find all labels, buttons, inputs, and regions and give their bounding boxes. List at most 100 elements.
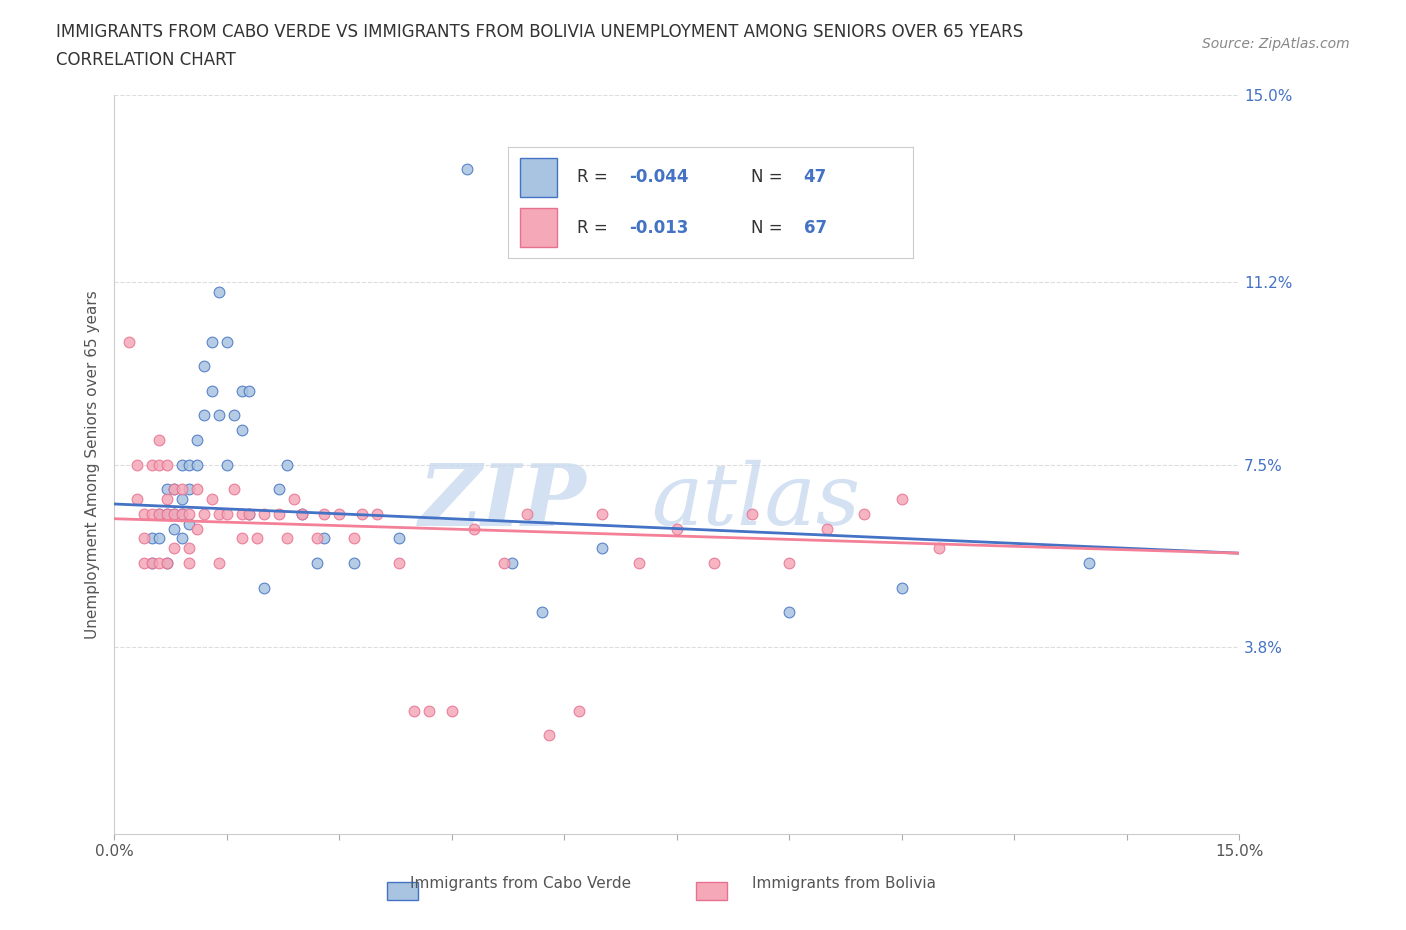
Point xyxy=(148,458,170,472)
Point xyxy=(501,555,523,570)
Point xyxy=(231,506,253,521)
Point xyxy=(404,703,426,718)
Point xyxy=(276,458,298,472)
Point xyxy=(186,482,208,497)
Point xyxy=(163,521,186,536)
Point xyxy=(305,555,328,570)
Point xyxy=(703,555,725,570)
Point xyxy=(125,458,148,472)
Text: CORRELATION CHART: CORRELATION CHART xyxy=(56,51,236,69)
Point xyxy=(156,458,179,472)
Point xyxy=(350,506,373,521)
Point xyxy=(215,506,238,521)
Point xyxy=(741,506,763,521)
Point xyxy=(163,506,186,521)
Point xyxy=(269,506,291,521)
Point xyxy=(179,506,201,521)
Point xyxy=(246,531,269,546)
Point xyxy=(208,408,231,423)
Text: IMMIGRANTS FROM CABO VERDE VS IMMIGRANTS FROM BOLIVIA UNEMPLOYMENT AMONG SENIORS: IMMIGRANTS FROM CABO VERDE VS IMMIGRANTS… xyxy=(56,23,1024,41)
Point xyxy=(201,334,224,349)
Point xyxy=(163,541,186,556)
Point xyxy=(163,482,186,497)
Point xyxy=(224,482,246,497)
Point xyxy=(238,383,260,398)
Point xyxy=(193,408,215,423)
Point xyxy=(253,506,276,521)
Point xyxy=(179,516,201,531)
Point xyxy=(141,555,163,570)
Point xyxy=(269,482,291,497)
Point xyxy=(148,506,170,521)
Point xyxy=(253,580,276,595)
Point xyxy=(156,492,179,507)
Point xyxy=(125,492,148,507)
Point xyxy=(815,521,838,536)
Point xyxy=(201,383,224,398)
Point xyxy=(538,728,561,743)
Point xyxy=(201,492,224,507)
Point xyxy=(388,531,411,546)
Point xyxy=(463,521,485,536)
Point xyxy=(156,555,179,570)
Point xyxy=(283,492,305,507)
Point xyxy=(170,506,193,521)
Point xyxy=(141,531,163,546)
Point xyxy=(163,506,186,521)
Point xyxy=(170,506,193,521)
Point xyxy=(134,506,156,521)
Point xyxy=(193,506,215,521)
Point xyxy=(238,506,260,521)
Point xyxy=(148,432,170,447)
Text: Source: ZipAtlas.com: Source: ZipAtlas.com xyxy=(1202,37,1350,51)
Point xyxy=(186,521,208,536)
Point xyxy=(568,703,591,718)
Point xyxy=(366,506,388,521)
Point xyxy=(208,506,231,521)
Point xyxy=(388,555,411,570)
Point xyxy=(186,458,208,472)
Point xyxy=(343,555,366,570)
Point xyxy=(530,604,553,619)
Point xyxy=(170,458,193,472)
Point xyxy=(494,555,516,570)
Point xyxy=(231,383,253,398)
Point xyxy=(276,531,298,546)
Text: Immigrants from Cabo Verde: Immigrants from Cabo Verde xyxy=(409,876,631,891)
Point xyxy=(418,703,440,718)
Point xyxy=(118,334,141,349)
Point xyxy=(208,555,231,570)
Point xyxy=(231,531,253,546)
Point xyxy=(156,555,179,570)
Point xyxy=(179,555,201,570)
Point xyxy=(148,506,170,521)
Point xyxy=(170,482,193,497)
Point xyxy=(890,492,912,507)
Point xyxy=(170,492,193,507)
Point xyxy=(778,604,800,619)
Point xyxy=(231,423,253,438)
Point xyxy=(156,506,179,521)
Point xyxy=(215,458,238,472)
Point xyxy=(456,162,478,177)
Point xyxy=(516,506,538,521)
Point xyxy=(305,531,328,546)
Point xyxy=(141,458,163,472)
Point xyxy=(314,531,336,546)
Point xyxy=(778,555,800,570)
Point xyxy=(163,482,186,497)
Point xyxy=(141,555,163,570)
Point xyxy=(148,531,170,546)
Point xyxy=(186,432,208,447)
Point xyxy=(890,580,912,595)
Point xyxy=(628,555,651,570)
Point xyxy=(193,359,215,374)
Point xyxy=(208,285,231,299)
Text: atlas: atlas xyxy=(651,460,860,543)
Point xyxy=(591,541,613,556)
Point xyxy=(853,506,876,521)
Point xyxy=(591,506,613,521)
Point xyxy=(148,555,170,570)
Point xyxy=(665,521,688,536)
Point xyxy=(238,506,260,521)
